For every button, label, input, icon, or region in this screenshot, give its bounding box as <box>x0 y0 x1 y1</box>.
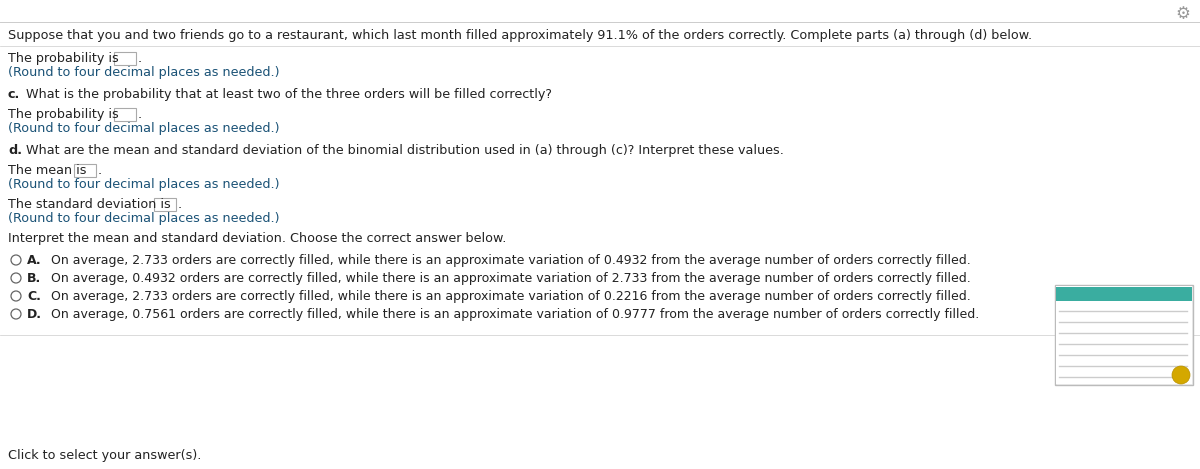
Text: A.: A. <box>28 254 42 266</box>
Bar <box>114 52 136 65</box>
Text: The probability is: The probability is <box>8 107 119 121</box>
Text: On average, 2.733 orders are correctly filled, while there is an approximate var: On average, 2.733 orders are correctly f… <box>43 254 971 266</box>
Circle shape <box>11 291 22 301</box>
Text: (Round to four decimal places as needed.): (Round to four decimal places as needed.… <box>8 121 280 135</box>
Text: .: . <box>178 197 182 211</box>
Text: d.: d. <box>8 144 22 157</box>
Bar <box>1056 286 1192 384</box>
Text: Click to select your answer(s).: Click to select your answer(s). <box>8 448 202 461</box>
Text: (Round to four decimal places as needed.): (Round to four decimal places as needed.… <box>8 177 280 190</box>
Bar <box>1056 287 1192 301</box>
Text: ⚙: ⚙ <box>1176 5 1190 23</box>
Text: What is the probability that at least two of the three orders will be filled cor: What is the probability that at least tw… <box>22 88 552 100</box>
Circle shape <box>11 309 22 319</box>
Bar <box>74 164 96 176</box>
Text: On average, 2.733 orders are correctly filled, while there is an approximate var: On average, 2.733 orders are correctly f… <box>43 289 971 303</box>
Text: Suppose that you and two friends go to a restaurant, which last month filled app: Suppose that you and two friends go to a… <box>8 29 1032 41</box>
Text: B.: B. <box>28 272 41 285</box>
Text: On average, 0.4932 orders are correctly filled, while there is an approximate va: On average, 0.4932 orders are correctly … <box>43 272 971 285</box>
Text: .: . <box>98 164 102 176</box>
Bar <box>1055 285 1193 385</box>
Text: The standard deviation is: The standard deviation is <box>8 197 170 211</box>
Text: .: . <box>138 107 142 121</box>
Text: (Round to four decimal places as needed.): (Round to four decimal places as needed.… <box>8 66 280 78</box>
Text: The probability is: The probability is <box>8 52 119 65</box>
Text: c.: c. <box>8 88 20 100</box>
Text: (Round to four decimal places as needed.): (Round to four decimal places as needed.… <box>8 212 280 225</box>
Text: D.: D. <box>28 308 42 320</box>
Text: What are the mean and standard deviation of the binomial distribution used in (a: What are the mean and standard deviation… <box>22 144 784 157</box>
Text: C.: C. <box>28 289 41 303</box>
Bar <box>114 107 136 121</box>
Text: Interpret the mean and standard deviation. Choose the correct answer below.: Interpret the mean and standard deviatio… <box>8 232 506 244</box>
Circle shape <box>11 255 22 265</box>
Text: On average, 0.7561 orders are correctly filled, while there is an approximate va: On average, 0.7561 orders are correctly … <box>43 308 979 320</box>
Text: .: . <box>138 52 142 65</box>
Circle shape <box>1172 366 1190 384</box>
Circle shape <box>11 273 22 283</box>
Bar <box>154 197 176 211</box>
Text: The mean is: The mean is <box>8 164 86 176</box>
